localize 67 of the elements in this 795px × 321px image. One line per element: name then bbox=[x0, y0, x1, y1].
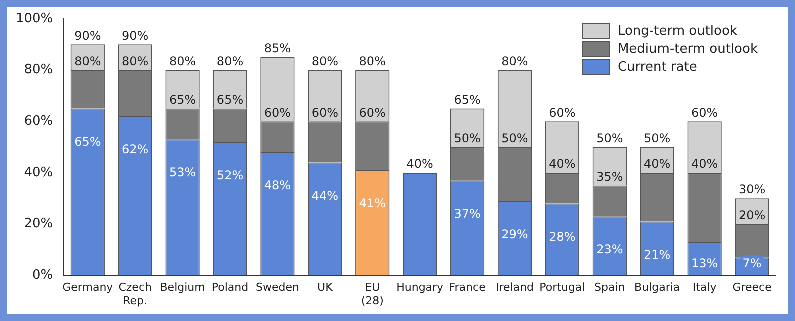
annotation: 80% bbox=[312, 54, 339, 68]
data-label: 44% bbox=[312, 188, 339, 203]
data-label: 13% bbox=[691, 256, 718, 271]
data-label: 65% bbox=[74, 134, 102, 149]
data-label: 28% bbox=[549, 230, 576, 244]
y-tick-label: 40% bbox=[24, 165, 54, 180]
annotation: 65% bbox=[454, 92, 481, 107]
x-tick-label: Portugal bbox=[540, 281, 586, 294]
x-tick-label: Spain bbox=[594, 281, 626, 294]
annotation: 65% bbox=[216, 92, 244, 107]
x-tick-label: Greece bbox=[732, 281, 772, 294]
annotation: 40% bbox=[644, 157, 671, 172]
annotation: 80% bbox=[216, 54, 244, 68]
annotation: 60% bbox=[264, 106, 292, 120]
y-tick-label: 80% bbox=[24, 62, 54, 78]
annotation: 65% bbox=[169, 92, 196, 107]
x-tick-label: Czech Rep. bbox=[118, 281, 152, 308]
data-label: 52% bbox=[216, 168, 244, 182]
legend-label: Long-term outlook bbox=[618, 24, 738, 38]
annotation: 60% bbox=[691, 106, 718, 120]
annotation: 60% bbox=[312, 106, 339, 120]
annotation: 40% bbox=[549, 157, 576, 172]
annotation: 50% bbox=[454, 131, 481, 146]
x-tick-label: Poland bbox=[212, 281, 249, 294]
y-tick-label: 60% bbox=[24, 114, 54, 130]
x-tick-label: Ireland bbox=[496, 281, 534, 294]
annotation: 90% bbox=[122, 28, 149, 43]
x-tick-label: Bulgaria bbox=[634, 281, 680, 294]
legend-label: Medium-term outlook bbox=[618, 42, 758, 56]
x-tick-label: Hungary bbox=[396, 281, 444, 294]
annotation: 85% bbox=[264, 42, 292, 56]
annotation: 90% bbox=[74, 28, 102, 43]
annotation: 60% bbox=[359, 106, 386, 120]
y-tick-label: 100% bbox=[16, 11, 54, 26]
data-label: 7% bbox=[742, 256, 762, 271]
y-tick-label: 0% bbox=[32, 268, 54, 283]
data-label: 23% bbox=[596, 242, 624, 257]
legend-label: Current rate bbox=[618, 60, 698, 74]
x-tick-label: Italy bbox=[692, 281, 718, 294]
annotation: 80% bbox=[169, 54, 196, 68]
annotation: 40% bbox=[691, 157, 718, 172]
data-label: 53% bbox=[169, 166, 196, 180]
annotation: 50% bbox=[644, 131, 671, 146]
annotation: 80% bbox=[122, 54, 149, 68]
data-label: 21% bbox=[644, 248, 671, 262]
x-tick-label: Sweden bbox=[256, 281, 300, 294]
annotation: 60% bbox=[549, 106, 576, 120]
annotation: 30% bbox=[738, 182, 766, 197]
data-label: 41% bbox=[359, 196, 386, 211]
data-label: 37% bbox=[454, 206, 481, 221]
data-label: 29% bbox=[502, 227, 528, 242]
x-tick-label: Belgium bbox=[160, 281, 206, 294]
x-tick-label: France bbox=[449, 281, 486, 294]
annotation: 80% bbox=[359, 54, 386, 68]
x-tick-label: UK bbox=[318, 281, 334, 294]
x-tick-label: EU (28) bbox=[361, 281, 384, 308]
x-tick-label: Germany bbox=[62, 281, 114, 294]
annotation: 35% bbox=[596, 170, 624, 184]
data-label: 40% bbox=[406, 157, 434, 172]
annotation: 50% bbox=[502, 131, 528, 146]
annotation: 80% bbox=[74, 54, 102, 68]
annotation: 20% bbox=[738, 208, 766, 222]
y-tick-label: 20% bbox=[24, 216, 54, 232]
annotation: 80% bbox=[502, 54, 528, 68]
data-label: 48% bbox=[264, 178, 292, 193]
annotation: 50% bbox=[596, 131, 624, 146]
data-label: 62% bbox=[122, 142, 149, 157]
